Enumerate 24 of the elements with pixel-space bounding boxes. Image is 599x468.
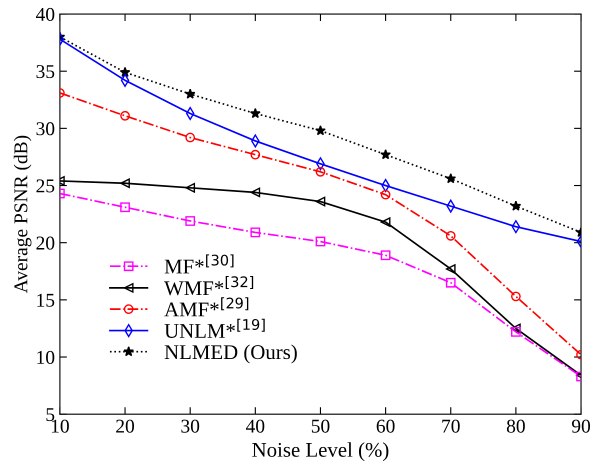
y-tick-label: 5 (46, 408, 54, 422)
x-tick-label: 90 (572, 420, 590, 433)
y-tick-label: 35 (36, 65, 54, 78)
y-tick-label: 10 (37, 350, 54, 364)
y-tick-label: 20 (36, 236, 54, 250)
y-tick-label: 25 (36, 179, 54, 192)
x-tick-label: 40 (246, 420, 264, 433)
x-tick-label: 60 (376, 420, 395, 433)
legend-label: WMF*$^{[32]}$ (164, 276, 254, 296)
x-tick-label: 50 (312, 420, 330, 433)
legend-label: AMF*$^{[29]}$ (164, 297, 248, 316)
y-tick-label: 40 (36, 8, 54, 21)
x-tick-label: 30 (181, 420, 200, 433)
x-tick-label: 10 (52, 420, 69, 433)
y-tick-label: 30 (36, 122, 54, 136)
y-tick-label: 15 (37, 294, 54, 307)
x-tick-label: 20 (116, 420, 134, 433)
x-axis-title: Noise Level (%) (252, 442, 388, 462)
y-axis-title: Average PSNR (dB) (14, 136, 32, 294)
legend-label: UNLM*$^{[19]}$ (164, 318, 265, 338)
legend-label: NLMED (Ours) (164, 344, 297, 364)
x-tick-label: 70 (442, 420, 460, 433)
legend-label: MF*$^{[30]}$ (164, 254, 234, 274)
x-tick-label: 80 (506, 420, 525, 433)
